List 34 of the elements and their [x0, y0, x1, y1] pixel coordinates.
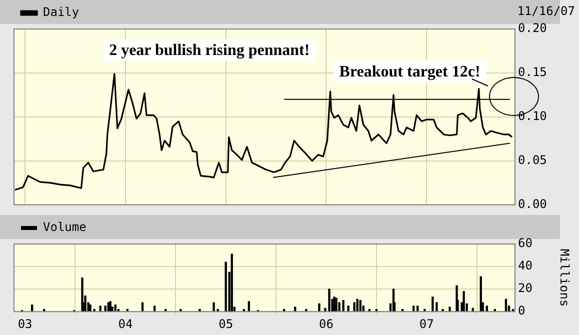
- y-tick-label: 60: [518, 236, 532, 250]
- bar: [212, 302, 215, 312]
- bar: [335, 298, 338, 312]
- bar: [338, 302, 340, 312]
- x-tick-label: 06: [319, 316, 334, 331]
- y-tick-label: 0: [518, 304, 526, 318]
- y-tick-label: 0.05: [518, 152, 547, 167]
- x-tick-label: 07: [419, 316, 434, 331]
- bar: [224, 262, 227, 312]
- bar: [318, 303, 320, 312]
- x-tick-label: 04: [118, 316, 133, 331]
- bar: [230, 254, 233, 312]
- annotation: 2 year bullish rising pennant!: [109, 42, 310, 60]
- x-tick-label: 03: [18, 316, 32, 331]
- legend-label: Volume: [43, 220, 86, 234]
- y-tick-label: 40: [518, 258, 532, 273]
- bar: [328, 288, 330, 312]
- y-tick-label: 20: [518, 281, 532, 296]
- y-tick-label: 0.10: [518, 109, 547, 124]
- y-tick-label: 0.15: [518, 65, 547, 80]
- bar: [342, 300, 344, 312]
- bar: [89, 304, 92, 312]
- y-tick-label: 0.00: [518, 196, 547, 211]
- bar: [432, 296, 434, 312]
- x-tick-label: 05: [218, 316, 234, 331]
- bar: [248, 301, 250, 312]
- text: 11/16/07: [517, 4, 575, 18]
- bar: [448, 306, 451, 312]
- legend-label: Daily: [43, 5, 80, 20]
- y-tick-label: 0.20: [518, 21, 547, 36]
- y2-axis-title: Millions: [558, 248, 572, 307]
- annotation: Breakout target 12c!: [339, 63, 480, 80]
- bar: [480, 276, 482, 312]
- bar: [462, 290, 465, 312]
